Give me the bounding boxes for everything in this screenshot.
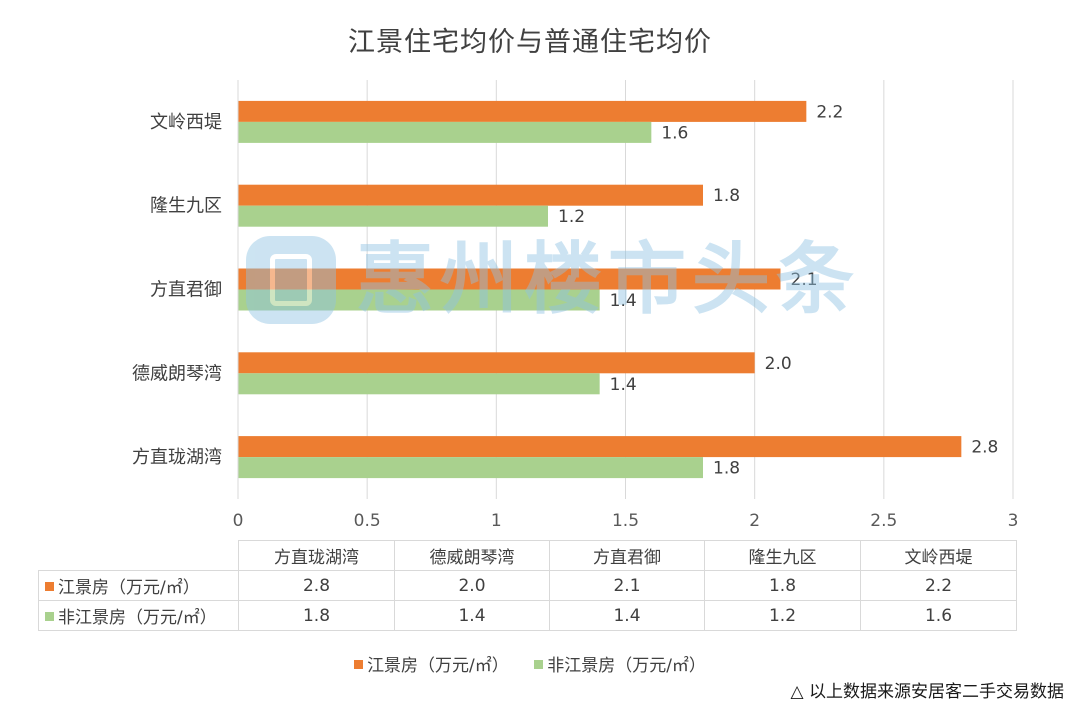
table-cell: 1.6 (860, 600, 1017, 631)
x-tick-label: 1 (491, 511, 502, 531)
data-label: 2.8 (971, 438, 998, 458)
data-label: 1.4 (610, 291, 637, 311)
table-corner (38, 540, 239, 571)
x-tick-label: 0 (233, 511, 244, 531)
y-category-label: 方直珑湖湾 (132, 447, 222, 468)
table-cell: 1.8 (238, 600, 395, 631)
legend-label: 江景房（万元/㎡） (367, 656, 509, 676)
bar-chart: 0 0.5 1 1.5 2 2.5 3 文岭西堤 2.2 1.6 隆生九区 1.8 1.2 方直君御 2.1… (132, 80, 1019, 531)
data-label: 1.2 (558, 207, 585, 227)
bar (238, 289, 600, 311)
legend-swatch (354, 660, 364, 669)
y-category-label: 文岭西堤 (150, 112, 222, 133)
table-column-header: 文岭西堤 (860, 540, 1017, 571)
series-swatch (45, 582, 54, 591)
legend-item: 江景房（万元/㎡） (354, 651, 509, 676)
data-label: 2.0 (765, 354, 792, 374)
table-column-header: 德威朗琴湾 (394, 540, 550, 571)
x-tick-label: 2 (749, 511, 760, 531)
source-note: △ 以上数据来源安居客二手交易数据 (790, 682, 1064, 702)
data-label: 1.4 (610, 375, 637, 395)
data-label: 2.2 (816, 102, 843, 122)
bar (238, 457, 703, 479)
x-tick-label: 3 (1008, 511, 1019, 531)
data-label: 2.1 (791, 270, 818, 290)
data-label: 1.6 (661, 123, 688, 143)
legend: 江景房（万元/㎡） 非江景房（万元/㎡） (0, 651, 1060, 676)
bar (238, 205, 548, 227)
y-category-label: 隆生九区 (150, 196, 222, 217)
table-column-header: 方直珑湖湾 (238, 540, 395, 571)
chart-title: 江景住宅均价与普通住宅均价 (348, 27, 712, 58)
table-cell: 1.4 (549, 600, 705, 631)
series-swatch (45, 612, 54, 621)
table-cell: 1.8 (704, 570, 861, 601)
table-cell: 2.2 (860, 570, 1017, 601)
table-header-row: 方直珑湖湾 德威朗琴湾 方直君御 隆生九区 文岭西堤 (38, 540, 1017, 571)
bar (238, 100, 807, 122)
table-row-label: 非江景房（万元/㎡） (58, 608, 217, 628)
table-row-header: 非江景房（万元/㎡） (38, 600, 239, 631)
data-label: 1.8 (713, 459, 740, 479)
table-cell: 2.8 (238, 570, 395, 601)
table-row: 非江景房（万元/㎡） 1.8 1.4 1.4 1.2 1.6 (38, 600, 1017, 631)
bar (238, 184, 703, 206)
data-label: 1.8 (713, 186, 740, 206)
table-row: 江景房（万元/㎡） 2.8 2.0 2.1 1.8 2.2 (38, 570, 1017, 601)
bar (238, 352, 755, 374)
legend-item: 非江景房（万元/㎡） (534, 651, 706, 676)
table-row-header: 江景房（万元/㎡） (38, 570, 239, 601)
legend-swatch (534, 660, 544, 669)
x-tick-label: 2.5 (870, 511, 897, 531)
x-tick-label: 1.5 (612, 511, 639, 531)
table-row-label: 江景房（万元/㎡） (58, 578, 200, 598)
y-category-label: 德威朗琴湾 (132, 363, 222, 384)
legend-label: 非江景房（万元/㎡） (547, 656, 706, 676)
bar (238, 268, 781, 290)
y-category-label: 方直君御 (150, 280, 222, 301)
data-table: 方直珑湖湾 德威朗琴湾 方直君御 隆生九区 文岭西堤 江景房（万元/㎡） 2.8… (38, 540, 1017, 631)
table-cell: 1.4 (394, 600, 550, 631)
table-cell: 2.1 (549, 570, 705, 601)
table-cell: 1.2 (704, 600, 861, 631)
bar (238, 436, 962, 458)
table-column-header: 隆生九区 (704, 540, 861, 571)
bar (238, 373, 600, 395)
table-column-header: 方直君御 (549, 540, 705, 571)
x-tick-label: 0.5 (354, 511, 381, 531)
bar (238, 121, 652, 143)
table-cell: 2.0 (394, 570, 550, 601)
